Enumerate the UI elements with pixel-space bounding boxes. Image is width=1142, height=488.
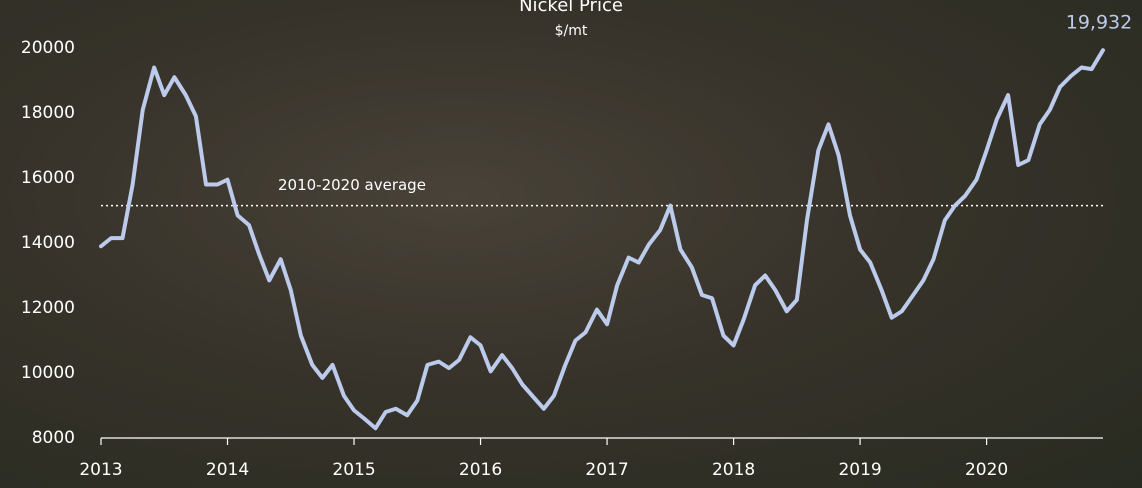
x-tick-label: 2013: [79, 460, 122, 480]
chart-subtitle: $/mt: [555, 23, 588, 39]
x-tick-label: 2020: [965, 460, 1008, 480]
screen: Nickel Price $/mt 8000 10000 12000 14000 160…: [0, 0, 1142, 488]
chart-title: Nickel Price: [519, 0, 623, 16]
y-tick-label: 8000: [32, 428, 75, 448]
x-tick-label: 2018: [712, 460, 755, 480]
chart: Nickel Price $/mt 8000 10000 12000 14000 160…: [0, 0, 1142, 488]
x-tick-label: 2015: [332, 460, 375, 480]
x-tick-label: 2017: [585, 460, 628, 480]
y-tick-label: 10000: [21, 363, 75, 383]
overlay: [0, 0, 1142, 488]
y-tick-label: 18000: [21, 103, 75, 123]
x-tick-label: 2016: [459, 460, 502, 480]
x-tick-label: 2019: [838, 460, 881, 480]
y-tick-label: 14000: [21, 233, 75, 253]
y-tick-label: 20000: [21, 38, 75, 58]
x-tick-label: 2014: [206, 460, 249, 480]
reference-label: 2010-2020 average: [278, 176, 426, 194]
y-tick-label: 16000: [21, 168, 75, 188]
y-tick-label: 12000: [21, 298, 75, 318]
value-label: 19,932: [1066, 12, 1132, 34]
